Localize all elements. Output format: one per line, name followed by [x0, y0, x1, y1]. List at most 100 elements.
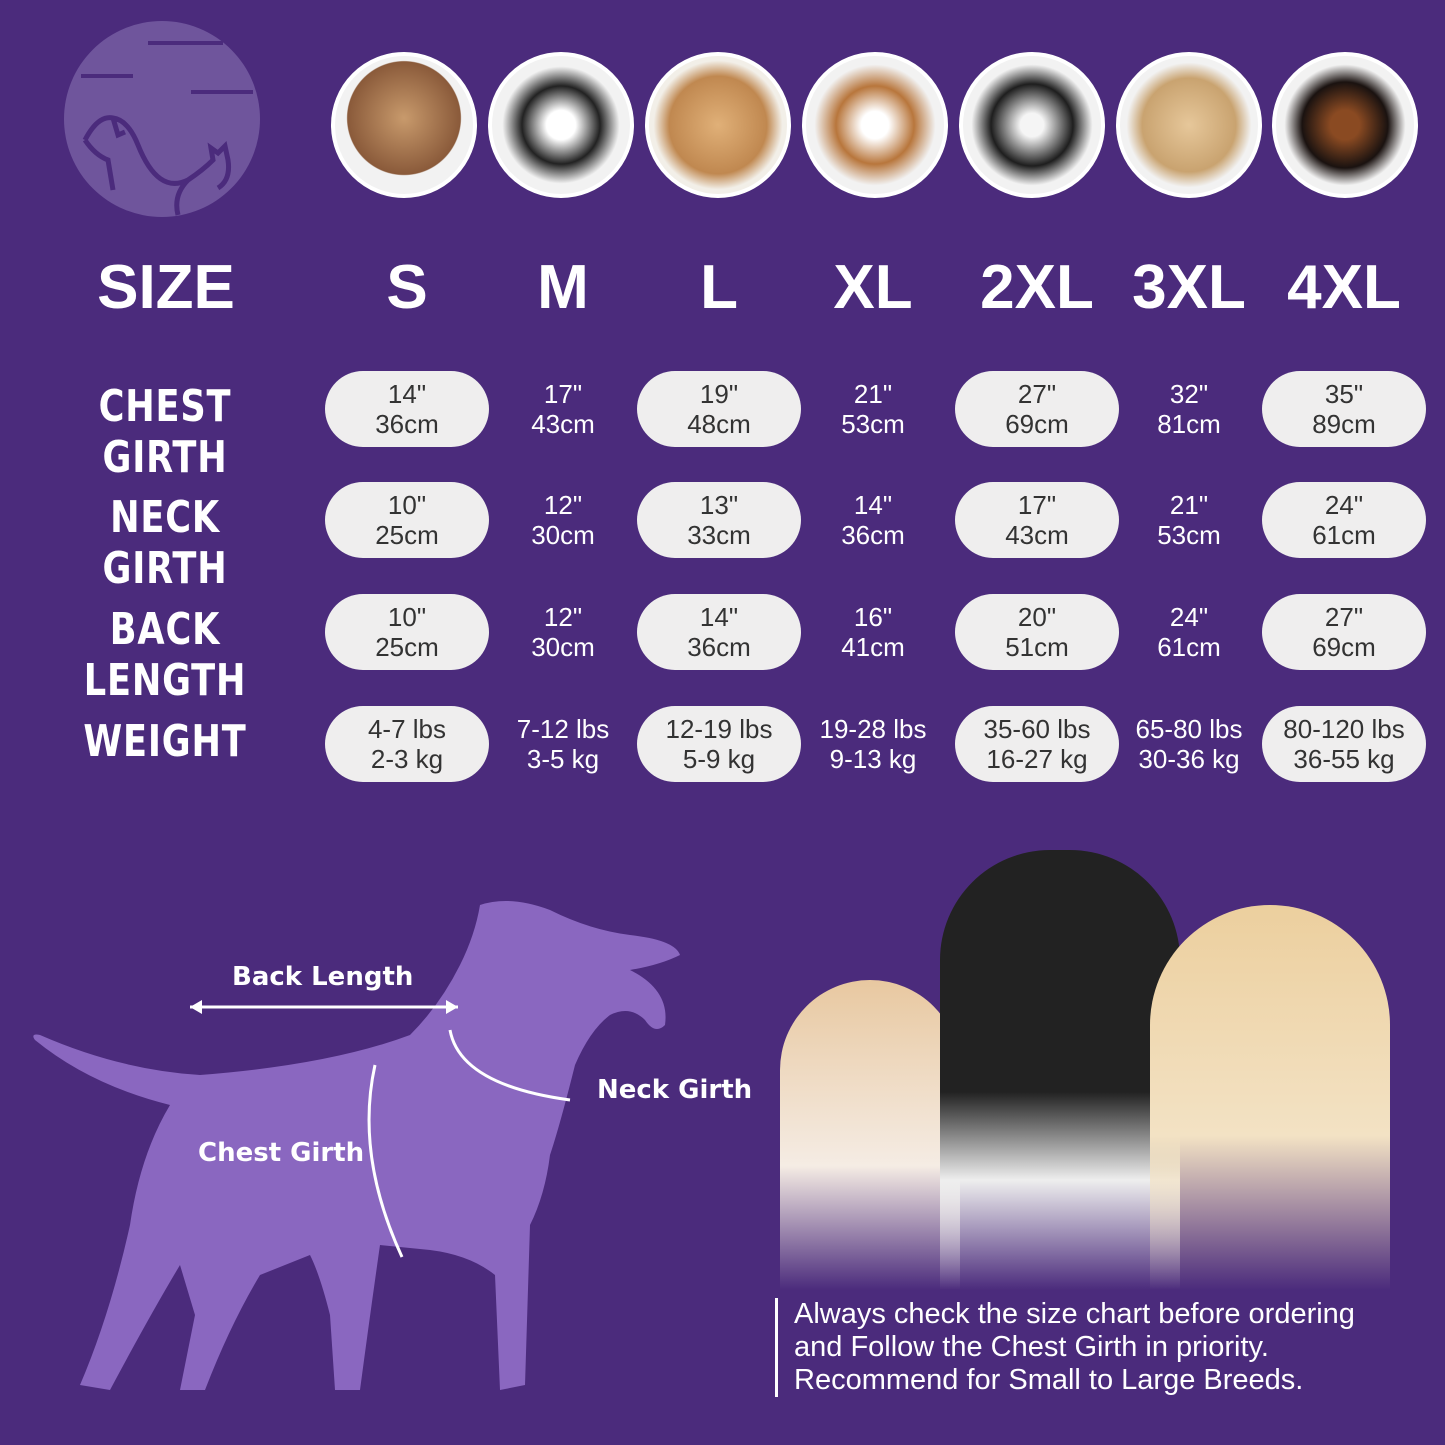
back-length-cell-m: 12" 30cm — [481, 594, 645, 670]
neck-girth-cell-l: 13" 33cm — [637, 482, 801, 558]
value-imperial: 19-28 lbs — [819, 714, 927, 744]
value-imperial: 14" — [699, 602, 739, 632]
value-metric: 33cm — [687, 520, 751, 550]
value-imperial: 27" — [1017, 379, 1057, 409]
value-imperial: 10" — [387, 490, 427, 520]
value-imperial: 24" — [1324, 490, 1364, 520]
value-imperial: 16" — [853, 602, 893, 632]
chest-girth-cell-xl: 21" 53cm — [791, 371, 955, 447]
value-metric: 36cm — [841, 520, 905, 550]
note-line: Always check the size chart before order… — [794, 1298, 1355, 1330]
breed-photo-cocker-spaniel — [645, 52, 791, 198]
value-imperial: 27" — [1324, 602, 1364, 632]
weight-cell-m: 7-12 lbs 3-5 kg — [481, 706, 645, 782]
size-header-xl: XL — [833, 253, 913, 322]
value-metric: 30cm — [531, 632, 595, 662]
size-header-3xl: 3XL — [1132, 253, 1246, 322]
value-imperial: 12" — [543, 602, 583, 632]
value-metric: 30cm — [531, 520, 595, 550]
chest-girth-cell-s: 14" 36cm — [325, 371, 489, 447]
value-imperial: 14" — [853, 490, 893, 520]
weight-cell-3xl: 65-80 lbs 30-36 kg — [1107, 706, 1271, 782]
value-imperial: 21" — [853, 379, 893, 409]
value-imperial: 12" — [543, 490, 583, 520]
size-header-2xl: 2XL — [980, 253, 1094, 322]
value-imperial: 32" — [1169, 379, 1209, 409]
neck-girth-cell-xl: 14" 36cm — [791, 482, 955, 558]
value-metric: 69cm — [1005, 409, 1069, 439]
breed-photo-border-collie — [959, 52, 1105, 198]
value-metric: 69cm — [1312, 632, 1376, 662]
back-length-cell-3xl: 24" 61cm — [1107, 594, 1271, 670]
chest-girth-cell-2xl: 27" 69cm — [955, 371, 1119, 447]
row-label-chest-girth: CHEST GIRTH — [98, 381, 232, 483]
value-imperial: 35-60 lbs — [983, 714, 1091, 744]
value-imperial: 14" — [387, 379, 427, 409]
back-length-label: Back Length — [232, 962, 414, 992]
dog-cat-logo-icon — [64, 21, 260, 217]
weight-cell-4xl: 80-120 lbs 36-55 kg — [1262, 706, 1426, 782]
weight-cell-2xl: 35-60 lbs 16-27 kg — [955, 706, 1119, 782]
weight-cell-l: 12-19 lbs 5-9 kg — [637, 706, 801, 782]
back-length-cell-2xl: 20" 51cm — [955, 594, 1119, 670]
value-metric: 16-27 kg — [986, 744, 1088, 774]
value-imperial: 17" — [543, 379, 583, 409]
note-line: and Follow the Chest Girth in priority. — [794, 1331, 1269, 1363]
neck-girth-cell-s: 10" 25cm — [325, 482, 489, 558]
value-imperial: 4-7 lbs — [367, 714, 447, 744]
value-metric: 43cm — [1005, 520, 1069, 550]
weight-cell-s: 4-7 lbs 2-3 kg — [325, 706, 489, 782]
neck-girth-cell-4xl: 24" 61cm — [1262, 482, 1426, 558]
value-imperial: 80-120 lbs — [1283, 714, 1405, 744]
back-length-cell-4xl: 27" 69cm — [1262, 594, 1426, 670]
row-label-neck-girth: NECK GIRTH — [102, 492, 228, 594]
value-metric: 53cm — [1157, 520, 1221, 550]
value-metric: 25cm — [375, 520, 439, 550]
value-metric: 36cm — [375, 409, 439, 439]
value-imperial: 10" — [387, 602, 427, 632]
value-imperial: 20" — [1017, 602, 1057, 632]
value-metric: 25cm — [375, 632, 439, 662]
labrador-photo — [1150, 905, 1390, 1290]
value-metric: 36-55 kg — [1293, 744, 1395, 774]
breed-photo-beagle — [802, 52, 948, 198]
note-line: Recommend for Small to Large Breeds. — [794, 1364, 1304, 1396]
value-imperial: 65-80 lbs — [1135, 714, 1243, 744]
dogs-group-photo — [740, 850, 1400, 1290]
value-metric: 51cm — [1005, 632, 1069, 662]
value-imperial: 24" — [1169, 602, 1209, 632]
value-metric: 30-36 kg — [1138, 744, 1240, 774]
value-imperial: 12-19 lbs — [665, 714, 773, 744]
value-metric: 61cm — [1157, 632, 1221, 662]
value-metric: 81cm — [1157, 409, 1221, 439]
chihuahua-photo — [780, 980, 960, 1290]
value-imperial: 35" — [1324, 379, 1364, 409]
back-length-cell-s: 10" 25cm — [325, 594, 489, 670]
value-imperial: 17" — [1017, 490, 1057, 520]
value-metric: 3-5 kg — [526, 744, 600, 774]
value-metric: 61cm — [1312, 520, 1376, 550]
back-length-cell-l: 14" 36cm — [637, 594, 801, 670]
value-metric: 41cm — [841, 632, 905, 662]
dog-silhouette-diagram — [33, 901, 681, 1390]
neck-girth-cell-2xl: 17" 43cm — [955, 482, 1119, 558]
value-metric: 43cm — [531, 409, 595, 439]
value-imperial: 21" — [1169, 490, 1209, 520]
value-metric: 9-13 kg — [829, 744, 917, 774]
value-metric: 5-9 kg — [682, 744, 756, 774]
size-header-m: M — [537, 253, 589, 322]
french-bulldog-photo — [940, 850, 1180, 1290]
size-advice-note: Always check the size chart before order… — [775, 1298, 1355, 1397]
chest-girth-cell-3xl: 32" 81cm — [1107, 371, 1271, 447]
chest-girth-cell-4xl: 35" 89cm — [1262, 371, 1426, 447]
neck-girth-label: Neck Girth — [597, 1075, 753, 1105]
row-label-weight: WEIGHT — [83, 716, 247, 767]
row-label-back-length: BACK LENGTH — [83, 604, 247, 706]
breed-photo-doberman — [1272, 52, 1418, 198]
value-metric: 89cm — [1312, 409, 1376, 439]
breed-photo-shih-tzu — [331, 52, 477, 198]
breed-photo-labrador — [1116, 52, 1262, 198]
neck-girth-cell-3xl: 21" 53cm — [1107, 482, 1271, 558]
size-header-s: S — [386, 253, 428, 322]
value-imperial: 13" — [699, 490, 739, 520]
